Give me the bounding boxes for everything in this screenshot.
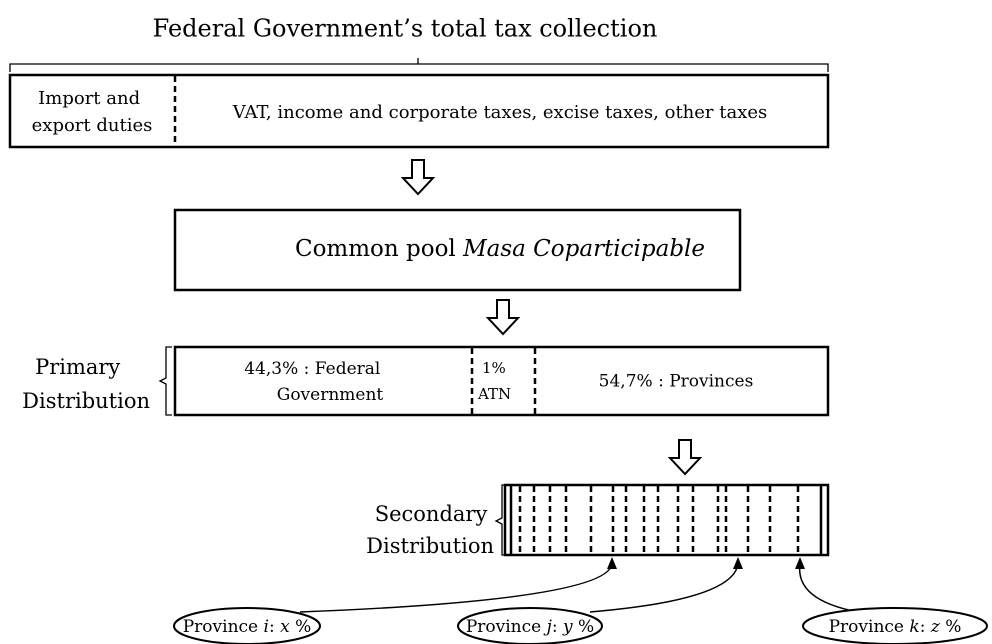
line: 44,3% : Federal: [244, 359, 380, 379]
label-part: :: [552, 617, 563, 637]
line: Import and: [38, 88, 140, 109]
label-part: %: [940, 617, 962, 637]
curved-arrow: [798, 563, 859, 613]
segment-federal: 44,3% : Federal Government: [244, 359, 386, 405]
taxes-text: VAT, income and corporate taxes, excise …: [232, 102, 768, 123]
secondary-label: Secondary Distribution: [366, 502, 494, 558]
line: Secondary: [375, 502, 488, 526]
line: export duties: [32, 115, 153, 136]
down-arrow: [485, 299, 521, 336]
label-part: :: [269, 617, 280, 637]
province-label: Province k: z %: [829, 617, 962, 637]
label-part: Province: [829, 617, 910, 637]
primary-label: Primary Distribution: [22, 355, 150, 413]
label-part: %: [290, 617, 312, 637]
down-arrow: [400, 159, 436, 196]
label-part: z: [930, 617, 941, 637]
province-oval: [802, 607, 988, 644]
province-oval: [457, 607, 603, 644]
arrow-head: [795, 557, 805, 569]
label-part: %: [573, 617, 595, 637]
segment-provinces: 54,7% : Provinces: [599, 372, 754, 392]
pool-label: Common pool: [295, 236, 463, 262]
label-part: Province: [466, 617, 547, 637]
province-oval: [173, 607, 321, 644]
primary-box: [173, 345, 830, 417]
curved-arrow: [589, 563, 739, 613]
curved-arrow: [299, 563, 613, 613]
label-part: y: [562, 617, 573, 637]
line: Distribution: [22, 389, 150, 413]
label-part: k: [909, 617, 919, 637]
pool-box: [173, 208, 742, 292]
pool-name: Masa Coparticipable: [462, 236, 705, 262]
collection-box: [8, 73, 830, 149]
brace: [494, 484, 508, 556]
arrow-head: [607, 557, 617, 569]
brace: [158, 346, 172, 416]
secondary-box: [503, 483, 830, 557]
title: Federal Government’s total tax collectio…: [153, 15, 658, 43]
brace: [9, 58, 829, 72]
label-part: j: [543, 617, 553, 637]
province-label: Province i: x %: [183, 617, 312, 637]
line: Government: [277, 385, 384, 405]
line: Primary: [35, 355, 120, 379]
label-part: :: [920, 617, 931, 637]
label-part: i: [264, 617, 269, 637]
label-part: x: [280, 617, 290, 637]
line: 1%: [482, 359, 506, 377]
down-arrow: [667, 439, 703, 476]
line: ATN: [477, 385, 511, 403]
label-part: Province: [183, 617, 264, 637]
arrow-head: [733, 557, 743, 569]
segment-atn: 1% ATN: [477, 359, 511, 403]
province-label: Province j: y %: [466, 617, 594, 637]
line: Distribution: [366, 534, 494, 558]
duties-text: Import and export duties: [32, 88, 153, 136]
pool-text: Common pool Masa Coparticipable: [295, 236, 705, 262]
